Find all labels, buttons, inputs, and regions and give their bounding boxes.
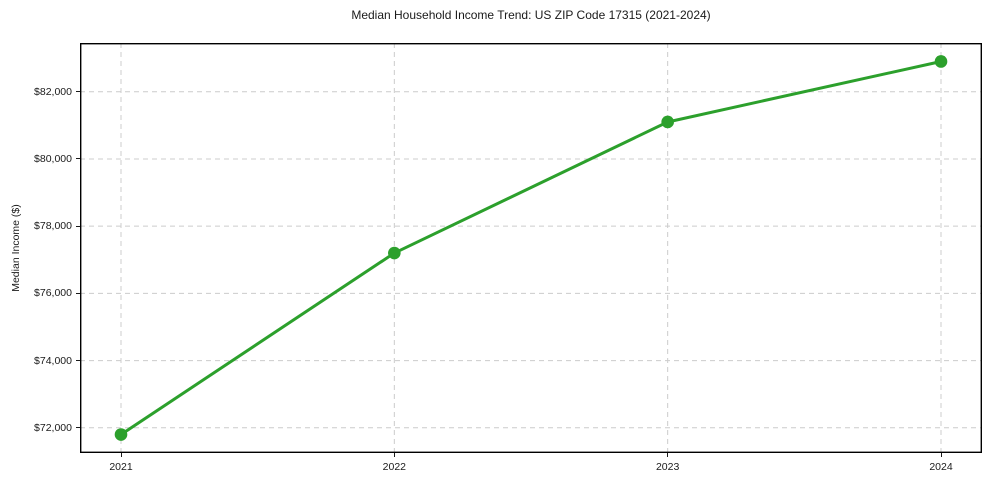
x-tick-label: 2023 — [655, 461, 680, 473]
y-tick-label: $74,000 — [34, 354, 72, 367]
y-tick-mark — [76, 360, 80, 362]
chart-title: Median Household Income Trend: US ZIP Co… — [351, 8, 711, 22]
x-tick-mark — [667, 453, 669, 457]
trend-line — [119, 59, 943, 437]
y-tick-mark — [76, 158, 80, 160]
y-tick-label: $72,000 — [34, 421, 72, 434]
data-point-2023 — [661, 115, 674, 129]
y-tick-label: $82,000 — [34, 85, 72, 98]
plot-svg — [80, 43, 982, 453]
data-point-2022 — [388, 246, 401, 260]
x-tick-mark — [393, 453, 395, 457]
x-tick-label: 2021 — [109, 461, 133, 473]
y-tick-mark — [76, 91, 80, 93]
y-tick-mark — [76, 292, 80, 294]
x-tick-label: 2022 — [382, 461, 406, 473]
x-tick-mark — [120, 453, 122, 457]
plot-border — [80, 43, 982, 453]
data-point-2024 — [934, 55, 948, 68]
x-tick-mark — [940, 453, 942, 457]
y-tick-mark — [76, 225, 80, 227]
y-tick-label: $76,000 — [34, 287, 72, 300]
y-tick-label: $78,000 — [34, 220, 72, 233]
data-point-2021 — [114, 428, 128, 441]
y-tick-label: $80,000 — [34, 152, 72, 165]
x-tick-label: 2024 — [929, 461, 953, 473]
y-axis-label: Median Income ($) — [10, 204, 22, 292]
y-tick-mark — [76, 427, 80, 429]
